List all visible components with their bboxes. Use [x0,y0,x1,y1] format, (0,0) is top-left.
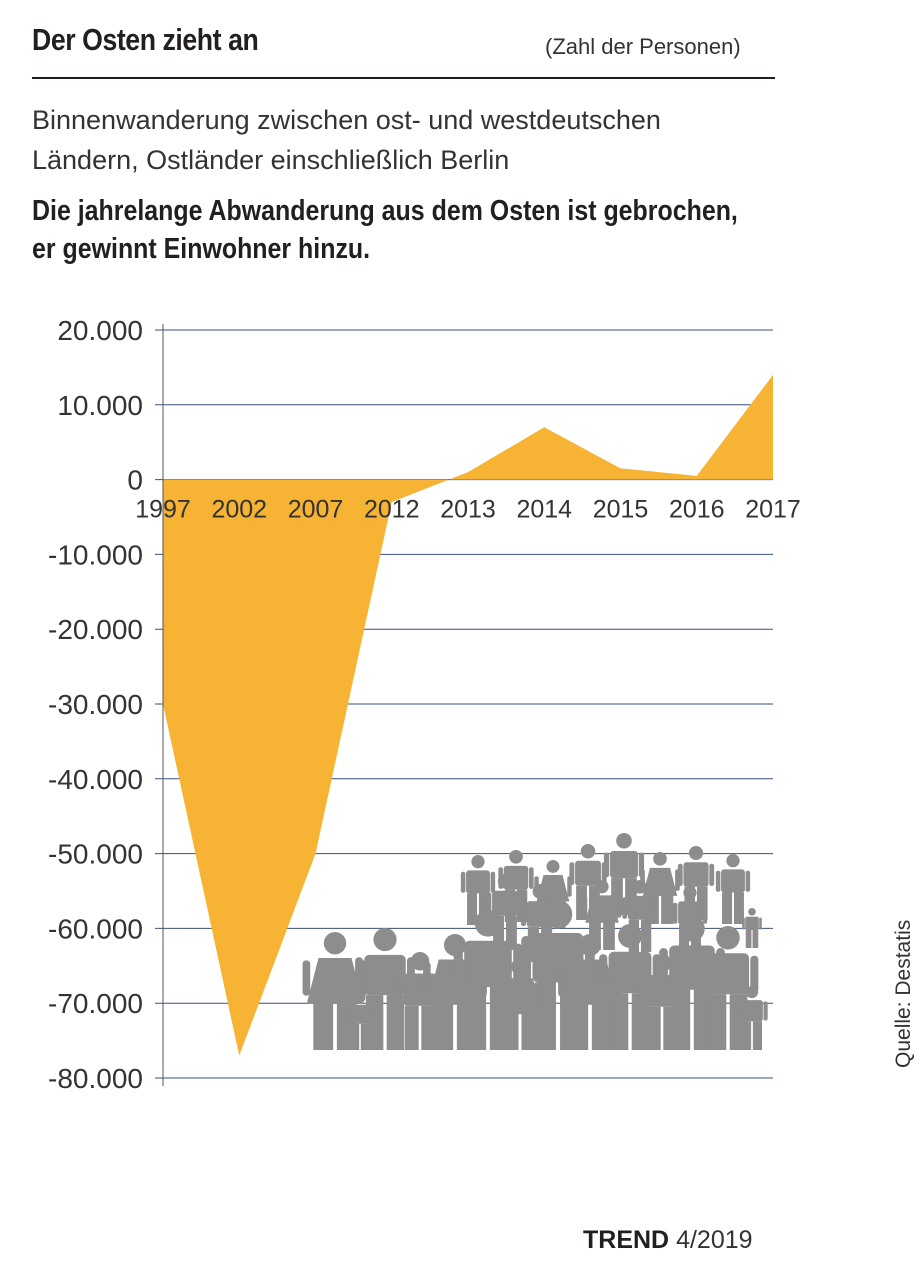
x-tick-label: 2013 [440,496,496,524]
x-tick-label: 2012 [364,496,420,524]
chart-title: Der Osten zieht an [32,22,259,57]
subtitle: Binnenwanderung zwischen ost- und westde… [32,100,792,180]
headline: Die jahrelange Abwanderung aus dem Osten… [32,192,772,268]
x-axis-labels: 1997 2002 2007 2012 2013 2014 2015 2016 2017 [135,496,801,524]
headline-line-1: Die jahrelange Abwanderung aus dem Osten… [32,195,738,227]
person-icon [395,952,445,1050]
area-chart: 20.000 10.000 0 -10.000 -20.000 -30.000 -40.00… [48,315,801,1094]
footer-issue: 4/2019 [676,1226,753,1254]
x-tick-label: 2002 [211,496,267,524]
footer: TREND 4/2019 [583,1226,753,1255]
x-tick-label: 2014 [516,496,572,524]
person-icon [736,986,768,1050]
area-series [163,374,773,1056]
person-icon [715,854,751,924]
x-tick-label: 2017 [745,496,801,524]
y-tick-label: -30.000 [48,689,143,720]
y-axis-labels: 20.000 10.000 0 -10.000 -20.000 -30.000 -40.00… [48,315,143,1094]
y-tick-label: -60.000 [48,913,143,944]
subtitle-line-1: Binnenwanderung zwischen ost- und westde… [32,105,661,135]
person-icon [582,880,622,950]
people-crowd-icon [302,833,768,1050]
y-tick-label: 20.000 [57,315,143,346]
footer-brand: TREND [583,1226,670,1254]
y-tick-label: -50.000 [48,839,143,870]
title-rule [32,77,775,79]
x-tick-label: 2016 [669,496,725,524]
x-tick-label: 2007 [288,496,344,524]
y-tick-label: -80.000 [48,1063,143,1094]
y-tick-label: -40.000 [48,764,143,795]
y-tick-label: -70.000 [48,988,143,1019]
unit-label: (Zahl der Personen) [545,34,741,59]
headline-line-2: er gewinnt Einwohner hinzu. [32,233,371,265]
person-icon [460,855,496,925]
person-icon [494,958,546,1050]
person-icon [742,908,762,948]
y-tick-label: -20.000 [48,614,143,645]
y-tick-label: 10.000 [57,390,143,421]
x-tick-label: 2015 [593,496,649,524]
person-icon [355,928,415,1050]
y-tick-label: -10.000 [48,539,143,570]
y-tick-label: 0 [127,465,143,496]
subtitle-line-2: Ländern, Ostländer einschließlich Berlin [32,145,510,175]
source-label: Quelle: Destatis [892,919,915,1068]
person-icon [345,992,375,1050]
